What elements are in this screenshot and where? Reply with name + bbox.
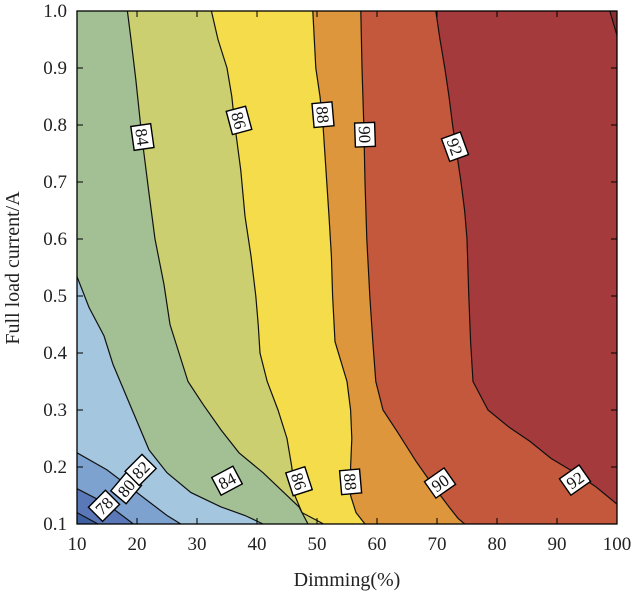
x-tick-label: 40 xyxy=(248,534,267,555)
x-axis-title: Dimming(%) xyxy=(294,569,401,591)
contour-label-box xyxy=(440,131,470,163)
contour-line-94-9 xyxy=(609,11,617,36)
contour-line-78-0 xyxy=(77,512,99,524)
x-tick-label: 100 xyxy=(603,534,632,555)
y-tick-label: 0.9 xyxy=(43,58,67,79)
y-axis-title: Full load current/A xyxy=(2,191,24,345)
contour-label: 90 xyxy=(353,121,377,148)
contour-label-text: 88 xyxy=(312,105,332,124)
y-axis: 0.1 0.2 0.3 0.4 0.5 0.6 0.7 0.8 0.9 1.0 xyxy=(43,1,617,535)
contour-label-text: 88 xyxy=(340,473,360,492)
contour-label-box xyxy=(338,468,363,496)
y-tick-label: 1.0 xyxy=(43,1,67,22)
contour-fill-bands xyxy=(77,11,617,524)
contour-label-box xyxy=(311,101,335,129)
plot-frame xyxy=(76,10,618,525)
contour-label-text: 84 xyxy=(131,127,152,147)
contour-label-text: 92 xyxy=(443,136,467,158)
x-axis: 10 20 30 40 50 60 70 80 90 100 xyxy=(68,11,632,555)
contour-label-box xyxy=(124,453,158,487)
contour-label-text: 86 xyxy=(227,110,250,131)
contour-line-84-4 xyxy=(126,11,309,524)
x-tick-label: 70 xyxy=(428,534,447,555)
contour-line-82-2 xyxy=(77,452,182,524)
x-tick-label: 30 xyxy=(188,534,207,555)
y-tick-label: 0.3 xyxy=(43,400,67,421)
y-tick-label: 0.1 xyxy=(43,514,67,535)
contour-line-84-3 xyxy=(77,276,264,524)
y-tick-label: 0.2 xyxy=(43,457,67,478)
y-tick-label: 0.7 xyxy=(43,172,67,193)
x-tick-label: 80 xyxy=(488,534,507,555)
contour-label-box xyxy=(87,489,121,523)
x-tick-label: 10 xyxy=(68,534,87,555)
x-tick-label: 90 xyxy=(548,534,567,555)
x-tick-label: 20 xyxy=(128,534,147,555)
contour-label-box xyxy=(225,105,253,136)
contour-line-92-8 xyxy=(435,11,617,505)
y-tick-label: 0.8 xyxy=(43,115,67,136)
contour-label-box xyxy=(130,122,155,152)
y-tick-label: 0.6 xyxy=(43,229,67,250)
contour-label-text: 90 xyxy=(355,126,375,144)
contour-label-box xyxy=(210,465,244,497)
contour-label: 86 xyxy=(284,465,314,497)
contour-label-box xyxy=(558,464,592,497)
x-tick-label: 50 xyxy=(308,534,327,555)
contour-label: 88 xyxy=(338,468,363,496)
contour-label-text: 86 xyxy=(287,470,310,492)
contour-label: 88 xyxy=(311,101,335,129)
contour-label-box xyxy=(423,466,457,500)
y-tick-label: 0.4 xyxy=(43,343,67,364)
contour-label-box xyxy=(353,121,377,148)
contour-label: 86 xyxy=(225,105,253,136)
y-tick-label: 0.5 xyxy=(43,286,67,307)
x-tick-label: 60 xyxy=(368,534,387,555)
contour-label: 92 xyxy=(440,131,470,163)
contour-label-box xyxy=(284,465,314,497)
contour-label: 84 xyxy=(130,122,155,152)
